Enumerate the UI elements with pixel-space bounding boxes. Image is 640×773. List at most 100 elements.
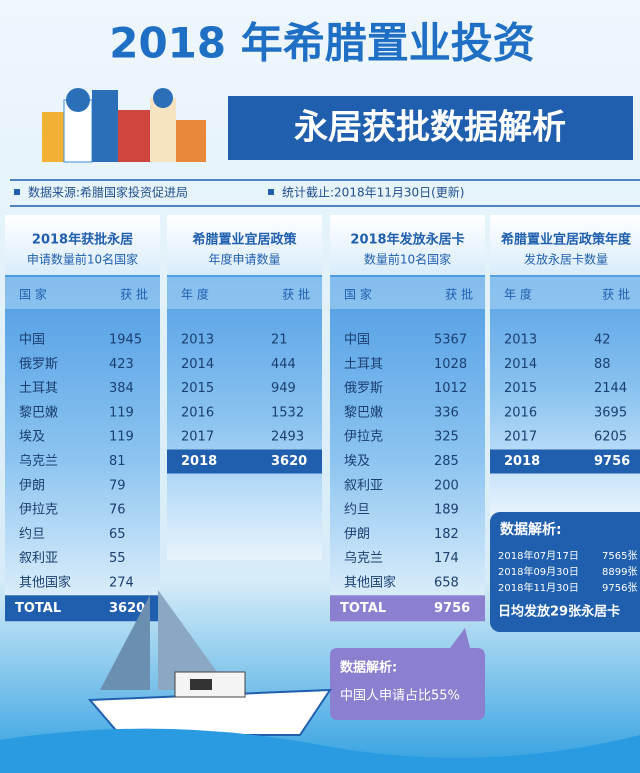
row-label: 叙利亚: [19, 551, 58, 566]
source-date: 统计截止:2018年11月30日(更新): [282, 185, 465, 200]
row-label: 土耳其: [19, 381, 58, 396]
row-label: 2013: [504, 333, 537, 348]
panel-title-box: [490, 215, 640, 275]
analysis-date: 2018年11月30日: [498, 581, 579, 594]
row-label: 俄罗斯: [344, 381, 383, 396]
column-header-bg: [490, 277, 640, 309]
row-label: 埃及: [19, 430, 45, 445]
row-value: 3695: [594, 405, 627, 420]
analysis-date: 2018年09月30日: [498, 565, 579, 578]
panel-title: 发放永居卡数量: [524, 252, 608, 267]
row-label: 2016: [504, 405, 537, 420]
row-value: 1532: [271, 405, 304, 420]
row-value: 174: [434, 551, 459, 566]
panel-title: 数量前10名国家: [364, 252, 451, 267]
row-value: 81: [109, 454, 126, 469]
analysis-text: 日均发放29张永居卡: [498, 604, 620, 620]
column-header: 国 家: [19, 287, 47, 302]
row-value: 2493: [271, 430, 304, 445]
row-label: 2017: [181, 430, 214, 445]
analysis-value: 7565张: [602, 550, 637, 562]
analysis-value: 9756张: [602, 582, 637, 594]
row-value: 119: [109, 405, 134, 420]
panel-title: 希腊置业宜居政策: [192, 232, 297, 248]
row-label: 叙利亚: [344, 478, 383, 493]
row-label: 伊朗: [19, 478, 45, 493]
row-label: 2015: [181, 381, 214, 396]
row-value: 55: [109, 551, 126, 566]
column-header: 获 批: [282, 287, 310, 302]
total-label: TOTAL: [15, 601, 61, 616]
row-label: 2013: [181, 333, 214, 348]
row-value: 384: [109, 381, 134, 396]
panel-title: 希腊置业宜居政策年度: [501, 232, 632, 248]
column-header-bg: [330, 277, 485, 309]
row-value: 325: [434, 430, 459, 445]
row-value: 119: [109, 430, 134, 445]
row-label: 土耳其: [344, 357, 383, 372]
row-value: 285: [434, 454, 459, 469]
analysis-box: [490, 512, 640, 632]
bullet: [268, 189, 274, 195]
title: 2018 年希腊置业投资: [109, 19, 535, 68]
bullet: [14, 189, 20, 195]
column-header: 获 批: [445, 287, 473, 302]
panel-title: 申请数量前10名国家: [27, 252, 138, 267]
row-value: 1945: [109, 333, 142, 348]
row-label: 埃及: [344, 454, 370, 469]
note-text: 中国人申请占比55%: [340, 689, 460, 704]
column-header-bg: [167, 277, 322, 309]
subtitle-box: [228, 96, 633, 160]
row-value: 949: [271, 381, 296, 396]
row-value: 76: [109, 503, 126, 518]
column-header: 年 度: [504, 287, 532, 302]
analysis-date: 2018年07月17日: [498, 549, 579, 562]
total-value: 9756: [434, 601, 470, 616]
column-header: 国 家: [344, 287, 372, 302]
row-label: 中国: [19, 333, 45, 348]
row-value: 189: [434, 503, 459, 518]
row-value: 1012: [434, 381, 467, 396]
row-label: 伊拉克: [344, 430, 383, 445]
row-label: 2017: [504, 430, 537, 445]
source: 数据来源:希腊国家投资促进局: [28, 185, 188, 200]
total-label: TOTAL: [340, 601, 386, 616]
row-value: 423: [109, 357, 134, 372]
row-value: 274: [109, 576, 134, 591]
row-value: 79: [109, 478, 126, 493]
houses-illustration: [42, 88, 206, 163]
panel-title-box: [5, 215, 160, 275]
row-value: 21: [271, 333, 288, 348]
row-label: 乌克兰: [19, 453, 58, 469]
boat-illustration: [0, 590, 640, 773]
row-value: 200: [434, 478, 459, 493]
row-value: 65: [109, 527, 126, 542]
row-value: 88: [594, 357, 611, 372]
panel-title-box: [167, 215, 322, 275]
row-value: 658: [434, 576, 459, 591]
column-header: 获 批: [602, 287, 630, 302]
column-header-bg: [5, 277, 160, 309]
row-label: 伊拉克: [19, 503, 58, 518]
row-label: 伊朗: [344, 527, 370, 542]
row-label: 2018: [504, 454, 540, 469]
total-value: 3620: [109, 601, 145, 616]
row-value: 336: [434, 405, 459, 420]
analysis-value: 8899张: [602, 566, 637, 578]
row-label: 2018: [181, 454, 217, 469]
panel-title: 2018年获批永居: [32, 232, 133, 248]
analysis-title: 数据解析:: [500, 521, 562, 538]
column-header: 获 批: [120, 287, 148, 302]
row-label: 黎巴嫩: [344, 405, 383, 420]
row-value: 444: [271, 357, 296, 372]
row-label: 中国: [344, 333, 370, 348]
row-value: 6205: [594, 430, 627, 445]
row-label: 2015: [504, 381, 537, 396]
row-label: 乌克兰: [344, 550, 383, 566]
panel-title-box: [330, 215, 485, 275]
row-label: 俄罗斯: [19, 357, 58, 372]
row-value: 3620: [271, 454, 307, 469]
row-value: 42: [594, 333, 611, 348]
